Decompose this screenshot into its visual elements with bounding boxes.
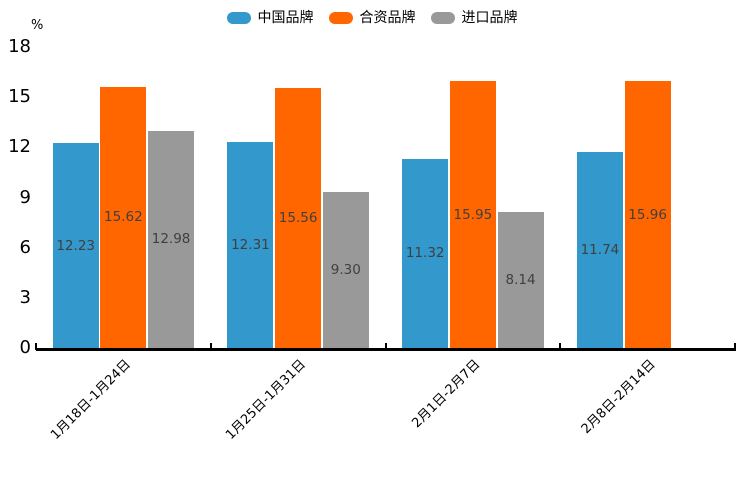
- y-axis-tick-label: 9: [19, 186, 31, 208]
- bar-series2-cat2[interactable]: 15.56: [275, 87, 322, 348]
- y-axis-tick-label: 15: [8, 86, 31, 108]
- bar-value-label: 11.32: [405, 245, 445, 262]
- bar-series3-cat2[interactable]: 9.30: [322, 192, 369, 348]
- legend-label: 中国品牌: [257, 10, 314, 26]
- bar-series2-cat3[interactable]: 15.95: [449, 81, 496, 348]
- bar-value-label: 12.23: [56, 237, 95, 254]
- bar-series2-cat4[interactable]: 15.96: [624, 81, 671, 348]
- x-axis-tick: [734, 343, 736, 350]
- x-axis-category-label: 1月25日-1月31日: [222, 357, 309, 443]
- x-axis-category-label: 1月18日-1月24日: [48, 357, 134, 443]
- bar-value-label: 9.30: [330, 262, 361, 279]
- bar-value-label: 15.56: [278, 209, 318, 226]
- x-axis-tick: [209, 343, 212, 350]
- bar-series3-cat1[interactable]: 12.98: [148, 130, 195, 348]
- y-axis-tick-label: 6: [19, 236, 31, 258]
- bar-series2-cat1[interactable]: 15.62: [100, 86, 147, 348]
- bar-value-label: 12.31: [231, 237, 270, 254]
- bar-value-label: 12.98: [151, 231, 191, 248]
- x-axis-tick: [35, 343, 37, 350]
- bar-series1-cat1[interactable]: 12.23: [52, 143, 99, 348]
- legend-swatch-icon: [328, 12, 353, 24]
- legend-label: 合资品牌: [359, 10, 416, 26]
- legend-swatch-icon: [430, 12, 455, 24]
- y-axis-tick-label: 0: [19, 337, 31, 358]
- bar-value-label: 15.96: [628, 206, 667, 223]
- y-axis-tick-label: 3: [19, 286, 31, 308]
- legend-label: 进口品牌: [461, 10, 518, 26]
- legend-item-joint-venture-brand[interactable]: 合资品牌: [328, 10, 416, 26]
- x-axis-category-label: 2月1日-2月7日: [409, 357, 484, 432]
- x-axis-tick: [384, 343, 387, 350]
- y-axis-tick-label: 18: [8, 36, 31, 57]
- bar-series1-cat4[interactable]: 11.74: [576, 151, 623, 348]
- legend: 中国品牌 合资品牌 进口品牌: [0, 10, 744, 26]
- y-axis-unit-label: %: [31, 18, 44, 33]
- bar-series3-cat3[interactable]: 8.14: [497, 211, 544, 348]
- legend-swatch-icon: [226, 12, 251, 24]
- bar-value-label: 15.95: [453, 206, 493, 223]
- legend-item-import-brand[interactable]: 进口品牌: [430, 10, 518, 26]
- bar-value-label: 11.74: [580, 241, 620, 258]
- x-axis-tick: [559, 343, 562, 350]
- x-axis-category-label: 2月8日-2月14日: [578, 357, 659, 437]
- bar-value-label: 8.14: [505, 271, 536, 288]
- legend-item-china-brand[interactable]: 中国品牌: [226, 10, 314, 26]
- bar-series1-cat3[interactable]: 11.32: [402, 158, 449, 348]
- bar-value-label: 15.62: [104, 209, 143, 226]
- y-axis-tick-label: 12: [8, 136, 31, 158]
- bar-series1-cat2[interactable]: 12.31: [227, 142, 274, 348]
